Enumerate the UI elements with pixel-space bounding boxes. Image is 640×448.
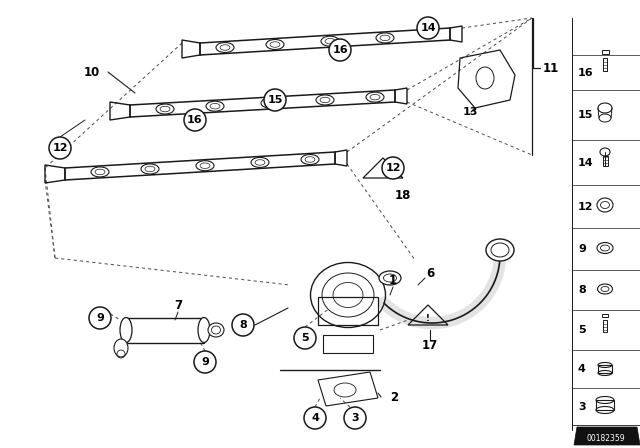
Ellipse shape: [91, 167, 109, 177]
Circle shape: [89, 307, 111, 329]
Text: 11: 11: [543, 61, 559, 74]
Circle shape: [329, 39, 351, 61]
Text: 8: 8: [578, 285, 586, 295]
Bar: [596, 400, 614, 410]
Text: 10: 10: [84, 65, 100, 78]
Ellipse shape: [120, 318, 132, 343]
Ellipse shape: [316, 95, 334, 105]
Ellipse shape: [366, 92, 384, 102]
Circle shape: [304, 407, 326, 429]
Ellipse shape: [261, 98, 279, 108]
Text: 16: 16: [578, 68, 594, 78]
Text: 12: 12: [578, 202, 593, 211]
Text: 18: 18: [395, 189, 411, 202]
Text: 3: 3: [351, 413, 359, 423]
Bar: [603, 58, 607, 71]
Text: 15: 15: [268, 95, 283, 105]
Text: 16: 16: [187, 115, 203, 125]
Bar: [323, 335, 373, 353]
Text: 9: 9: [96, 313, 104, 323]
Text: 13: 13: [462, 107, 477, 117]
Circle shape: [264, 89, 286, 111]
Text: !: !: [426, 314, 430, 323]
Ellipse shape: [141, 164, 159, 174]
Ellipse shape: [114, 339, 128, 357]
Circle shape: [194, 351, 216, 373]
Text: !: !: [381, 165, 385, 175]
Bar: [602, 314, 608, 317]
Circle shape: [49, 137, 71, 159]
Text: 5: 5: [578, 325, 586, 335]
Ellipse shape: [208, 323, 224, 337]
Ellipse shape: [206, 101, 224, 111]
Text: 9: 9: [201, 357, 209, 367]
Text: 3: 3: [578, 401, 586, 412]
Bar: [603, 320, 607, 332]
Ellipse shape: [376, 33, 394, 43]
Text: 6: 6: [426, 267, 434, 280]
Circle shape: [232, 314, 254, 336]
Text: 00182359: 00182359: [587, 434, 625, 443]
Bar: [598, 365, 612, 373]
Text: 16: 16: [332, 45, 348, 55]
Text: 2: 2: [390, 391, 398, 404]
Circle shape: [294, 327, 316, 349]
Circle shape: [417, 17, 439, 39]
Bar: [318, 297, 378, 325]
Circle shape: [184, 109, 206, 131]
Polygon shape: [574, 427, 640, 445]
Ellipse shape: [301, 155, 319, 164]
Text: 15: 15: [578, 110, 593, 120]
Ellipse shape: [156, 104, 174, 114]
Ellipse shape: [486, 239, 514, 261]
Ellipse shape: [266, 39, 284, 49]
Circle shape: [382, 157, 404, 179]
Ellipse shape: [321, 36, 339, 46]
Text: 5: 5: [301, 333, 309, 343]
Ellipse shape: [198, 318, 210, 343]
Text: 12: 12: [52, 143, 68, 153]
Bar: [602, 156, 607, 166]
Circle shape: [344, 407, 366, 429]
Text: 1: 1: [389, 273, 397, 287]
Text: 14: 14: [420, 23, 436, 33]
Text: 4: 4: [311, 413, 319, 423]
Text: 7: 7: [174, 298, 182, 311]
Bar: [602, 50, 609, 54]
Text: 17: 17: [422, 339, 438, 352]
Bar: [126, 318, 204, 343]
Ellipse shape: [251, 157, 269, 168]
Text: 4: 4: [578, 364, 586, 374]
Text: 12: 12: [385, 163, 401, 173]
Text: 14: 14: [578, 158, 594, 168]
Ellipse shape: [216, 43, 234, 52]
Ellipse shape: [379, 271, 401, 285]
Text: 9: 9: [578, 244, 586, 254]
Ellipse shape: [196, 161, 214, 171]
Text: 8: 8: [239, 320, 247, 330]
